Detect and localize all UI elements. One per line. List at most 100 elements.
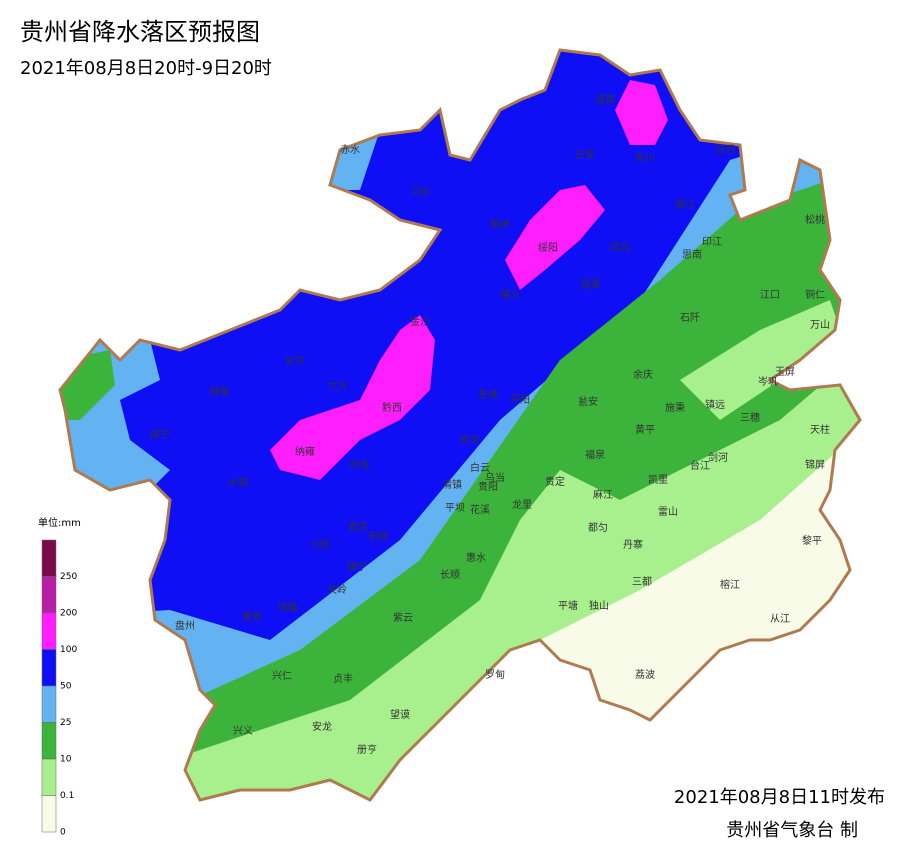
county-label: 安顺 (368, 530, 388, 543)
county-label: 铜仁 (805, 289, 825, 301)
county-label: 天柱 (810, 423, 830, 436)
county-label: 六枝 (310, 538, 330, 551)
county-label: 沿河 (715, 144, 735, 156)
county-label: 罗甸 (485, 668, 505, 681)
county-label: 贞丰 (333, 672, 353, 685)
county-label: 修文 (460, 433, 480, 446)
legend-label: 10 (60, 755, 72, 765)
legend-swatch (41, 539, 57, 577)
zone-100-200 (270, 315, 435, 480)
county-label: 江口 (760, 289, 780, 301)
county-label: 威宁 (150, 428, 170, 441)
county-label: 印江 (702, 236, 722, 248)
zone-100-200 (615, 80, 668, 145)
issue-time: 2021年08月8日11时发布 (674, 787, 885, 808)
county-label: 白云 (470, 461, 490, 474)
county-label: 玉屏 (775, 366, 795, 378)
county-label: 余庆 (633, 368, 653, 381)
legend-label: 100 (60, 645, 77, 655)
legend-swatch (41, 576, 57, 614)
county-label: 赫章 (210, 385, 230, 398)
county-label: 清镇 (442, 478, 462, 491)
county-label: 长顺 (440, 569, 460, 581)
county-label: 施秉 (665, 401, 685, 414)
county-label: 望谟 (390, 708, 410, 721)
county-label: 习水 (410, 186, 430, 198)
legend-label: 250 (60, 572, 77, 582)
county-label: 务川 (635, 151, 655, 164)
county-label: 榕江 (720, 578, 740, 591)
legend-label: 0 (60, 828, 66, 838)
zone-0.1-10 (680, 300, 840, 420)
county-label: 石阡 (680, 312, 700, 324)
county-label: 黄平 (635, 423, 655, 436)
county-label: 雷山 (658, 506, 678, 518)
county-label: 镇宁 (347, 560, 367, 573)
county-label: 绥阳 (538, 242, 558, 254)
county-label: 剑河 (708, 451, 728, 464)
county-label: 正安 (575, 148, 595, 161)
county-label: 黎平 (802, 534, 822, 547)
zone-100-200 (505, 185, 605, 290)
county-label: 兴仁 (272, 670, 292, 682)
county-label: 万山 (810, 319, 830, 331)
county-label: 镇远 (705, 398, 725, 411)
legend-swatch (41, 722, 57, 760)
county-label: 湄潭 (580, 279, 600, 291)
county-label: 桐梓 (490, 218, 510, 231)
county-label: 道真 (595, 93, 615, 106)
county-label: 瓮安 (578, 395, 598, 408)
county-label: 乌当 (485, 471, 505, 484)
county-label: 黔西 (382, 401, 402, 414)
county-label: 关岭 (327, 583, 347, 596)
legend-swatch (41, 685, 57, 723)
county-label: 锦屏 (805, 458, 825, 471)
county-label: 丹寨 (623, 538, 643, 551)
county-label: 贵阳 (478, 480, 498, 493)
county-label: 遵义 (500, 288, 520, 301)
county-label: 都匀 (588, 522, 608, 534)
county-label: 紫云 (393, 612, 413, 624)
county-label: 毕节 (285, 355, 305, 368)
county-label: 盘州 (175, 619, 195, 632)
county-label: 平塘 (558, 599, 578, 612)
county-label: 龙里 (512, 498, 532, 511)
county-label: 岑巩 (758, 376, 778, 388)
county-label: 平坝 (445, 502, 465, 514)
county-label: 息烽 (478, 388, 498, 401)
legend-label: 0.1 (60, 791, 74, 801)
county-label: 德江 (675, 198, 695, 211)
county-label: 三穗 (740, 411, 760, 424)
legend-swatch (41, 758, 57, 796)
county-label: 兴义 (233, 725, 253, 737)
county-label: 惠水 (466, 551, 486, 564)
legend-label: 50 (60, 682, 72, 692)
legend-title: 单位:mm (38, 516, 81, 529)
county-label: 金沙 (410, 315, 430, 328)
county-label: 赤水 (340, 144, 360, 156)
county-label: 麻江 (593, 488, 613, 501)
county-label: 凤冈 (610, 242, 630, 254)
county-label: 水城 (228, 477, 248, 489)
county-label: 普定 (348, 520, 368, 533)
county-label: 福泉 (585, 448, 605, 461)
county-label: 凯里 (648, 473, 668, 486)
county-label: 荔波 (635, 668, 655, 681)
county-label: 思南 (682, 248, 702, 261)
county-label: 安龙 (312, 720, 332, 733)
county-label: 纳雍 (295, 445, 315, 458)
county-label: 普安 (242, 610, 262, 623)
county-label: 三都 (632, 576, 652, 588)
legend: 250 200 100 50 25 10 0.1 0 (41, 539, 77, 838)
county-label: 大方 (328, 379, 348, 392)
map-subtitle: 2021年08月8日20时-9日20时 (20, 58, 272, 79)
county-label: 织金 (350, 458, 370, 471)
county-label: 台江 (690, 459, 710, 472)
maker: 贵州省气象台 制 (726, 820, 858, 841)
county-label: 松桃 (805, 213, 825, 226)
legend-swatch (41, 795, 57, 833)
legend-label: 25 (60, 718, 71, 728)
